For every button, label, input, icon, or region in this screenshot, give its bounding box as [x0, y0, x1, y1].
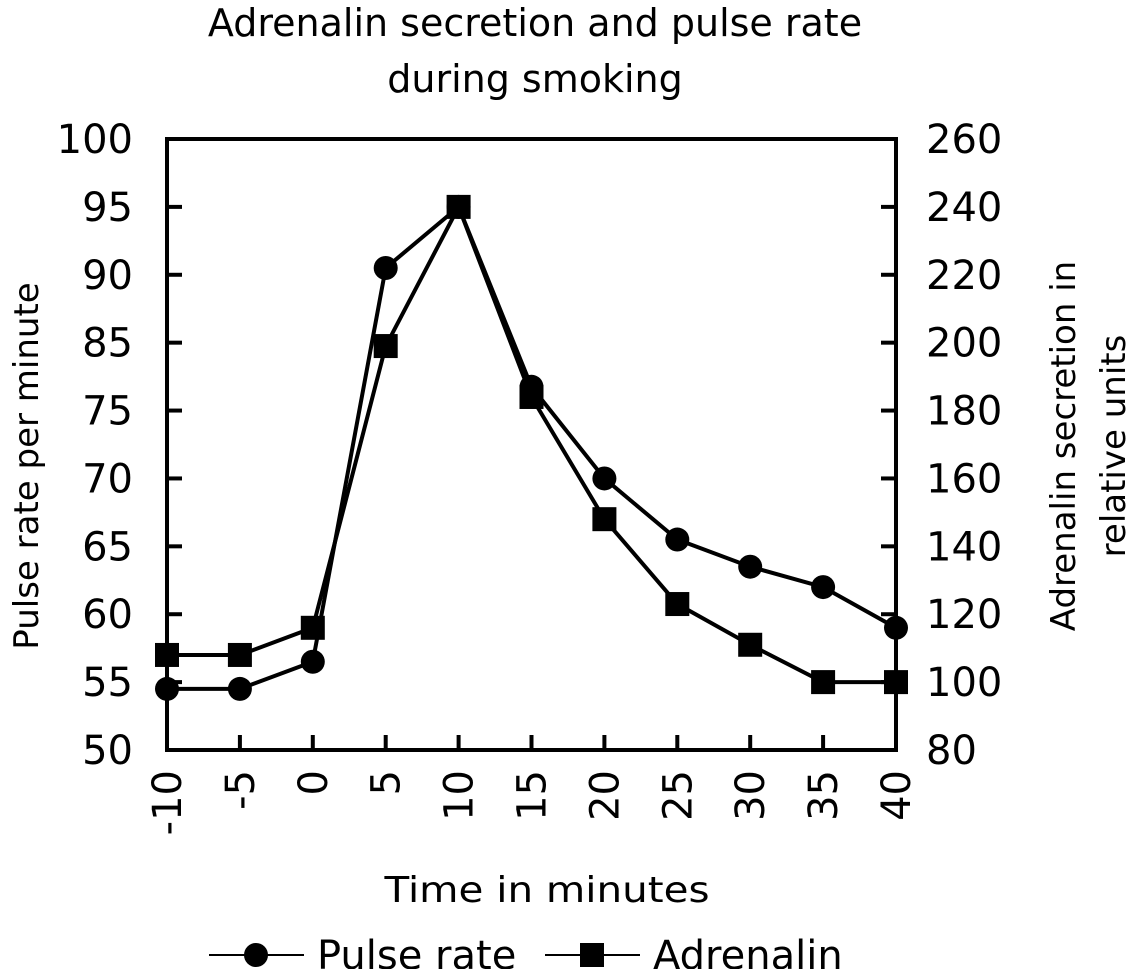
- y2-tick-label: 220: [926, 253, 1002, 299]
- chart-title-line: Adrenalin secretion and pulse rate: [208, 1, 862, 45]
- y2-tick-label: 260: [926, 117, 1002, 163]
- data-point-circle: [738, 554, 763, 579]
- legend: Pulse rate Adrenalin: [209, 933, 843, 969]
- series-lines: [155, 194, 908, 701]
- data-point-circle: [811, 575, 836, 600]
- y-axis-left: 50 55 60 65 70 75 85 90 95 100: [57, 117, 182, 774]
- x-tick-label: 40: [874, 770, 920, 821]
- data-point-square: [738, 632, 763, 657]
- data-point-square: [811, 670, 836, 695]
- legend-item-adrenalin: Adrenalin: [545, 933, 843, 969]
- y2-tick-label: 240: [926, 185, 1002, 231]
- y2-axis-label-line: relative units: [1094, 335, 1134, 558]
- y-tick-label: 85: [82, 321, 133, 367]
- y-axis-right: 80 100 120 140 160 180 200 220 240 260: [881, 117, 1002, 774]
- y2-tick-label: 180: [926, 389, 1002, 435]
- x-tick-label: 15: [510, 770, 556, 821]
- y2-tick-label: 100: [926, 660, 1002, 706]
- y-tick-label: 50: [82, 728, 133, 774]
- y2-tick-label: 200: [926, 321, 1002, 367]
- x-tick-label: 25: [655, 770, 701, 821]
- data-point-circle: [884, 615, 908, 640]
- legend-label: Pulse rate: [317, 933, 516, 969]
- y2-axis-label-line: Adrenalin secretion in: [1044, 261, 1084, 631]
- legend-square-icon: [580, 943, 604, 967]
- y-tick-label: 70: [82, 456, 133, 502]
- data-point-square: [373, 334, 398, 359]
- data-point-square: [300, 615, 325, 640]
- data-point-square: [519, 384, 544, 409]
- data-point-square: [665, 592, 690, 617]
- data-point-circle: [665, 527, 690, 552]
- y-tick-label: 100: [57, 117, 133, 163]
- y-tick-label: 65: [82, 524, 133, 570]
- x-axis: -10 -5 0 5 10 15 20 25 30 35 40: [145, 735, 920, 835]
- x-tick-label: -10: [145, 770, 191, 835]
- data-point-square: [227, 642, 252, 667]
- x-tick-label: 0: [291, 770, 337, 795]
- y-tick-label: 60: [82, 592, 133, 638]
- data-point-square: [884, 670, 908, 695]
- chart-title-line: during smoking: [387, 57, 683, 101]
- y2-tick-label: 120: [926, 592, 1002, 638]
- plot-area: [165, 137, 898, 752]
- legend-item-pulse-rate: Pulse rate: [209, 933, 516, 969]
- x-tick-label: 35: [801, 770, 847, 821]
- y2-axis-label: Adrenalin secretion in relative units: [1044, 261, 1134, 631]
- y-tick-label: 55: [82, 660, 133, 706]
- data-point-circle: [373, 255, 398, 280]
- x-tick-label: -5: [218, 770, 264, 810]
- y2-tick-label: 140: [926, 524, 1002, 570]
- y-axis-label: Pulse rate per minute: [7, 282, 47, 649]
- data-point-square: [155, 642, 179, 667]
- y2-tick-label: 80: [926, 728, 977, 774]
- y-tick-label: 90: [82, 253, 133, 299]
- x-tick-label: 20: [582, 770, 628, 821]
- x-tick-label: 5: [364, 770, 410, 795]
- y2-tick-label: 160: [926, 456, 1002, 502]
- x-tick-label: 10: [437, 770, 483, 821]
- legend-circle-icon: [244, 943, 268, 967]
- y-tick-label: 75: [82, 389, 133, 435]
- x-axis-label: Time in minutes: [383, 870, 709, 911]
- data-point-square: [446, 194, 471, 219]
- legend-label: Adrenalin: [653, 933, 843, 969]
- data-point-circle: [155, 676, 179, 701]
- y-tick-label: 95: [82, 185, 133, 231]
- data-point-circle: [300, 649, 325, 674]
- chart-title: Adrenalin secretion and pulse rate during…: [208, 1, 862, 101]
- data-point-circle: [227, 676, 252, 701]
- x-tick-label: 30: [728, 770, 774, 821]
- data-point-circle: [592, 466, 617, 491]
- data-point-square: [592, 507, 617, 532]
